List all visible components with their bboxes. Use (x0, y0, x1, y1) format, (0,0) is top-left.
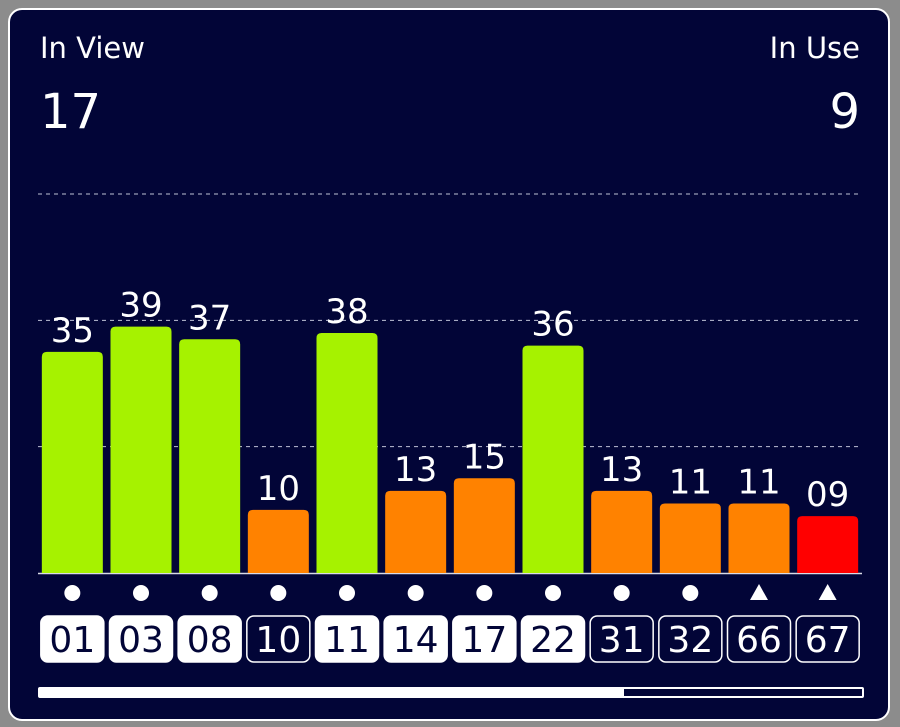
satellite-id-22: 22 (530, 620, 576, 661)
satellite-id-66: 66 (736, 620, 782, 661)
signal-bar-03 (110, 326, 172, 573)
circle-marker-icon (133, 585, 149, 601)
satellite-id-32: 32 (667, 620, 713, 661)
circle-marker-icon (682, 585, 699, 601)
circle-marker-icon (545, 585, 561, 601)
signal-value-08: 37 (188, 298, 231, 338)
satellite-badge-67 (795, 615, 860, 663)
in-view-label: In View (40, 31, 145, 65)
signal-bar-11 (316, 332, 378, 573)
signal-bar-17 (453, 478, 515, 573)
satellite-badge-32 (658, 615, 723, 663)
scrollbar-track[interactable] (38, 687, 864, 698)
circle-marker-icon (270, 585, 287, 601)
signal-value-31: 13 (600, 450, 643, 490)
triangle-marker-icon (750, 584, 768, 600)
signal-bar-14 (385, 490, 447, 573)
satellite-badge-22 (520, 615, 586, 663)
signal-value-11: 38 (325, 292, 368, 332)
satellite-id-03: 03 (118, 620, 164, 661)
satellite-id-67: 67 (805, 620, 851, 661)
signal-bar-chart: 35 01 39 03 37 08 10 10 38 11 13 14 15 17 36 22 13 31 11 32… (38, 193, 862, 663)
signal-bar-67 (797, 516, 859, 573)
signal-value-17: 15 (463, 437, 506, 477)
in-view-count: 17 (40, 84, 102, 140)
scrollbar-thumb[interactable] (40, 689, 624, 696)
signal-bar-01 (41, 351, 103, 573)
signal-value-10: 10 (257, 469, 300, 509)
signal-bar-08 (179, 339, 241, 573)
circle-marker-icon (64, 585, 81, 601)
satellite-badge-08 (177, 615, 242, 663)
signal-bar-32 (659, 503, 721, 573)
signal-bar-22 (522, 345, 584, 573)
circle-marker-icon (613, 585, 630, 601)
satellite-id-10: 10 (255, 620, 301, 661)
satellite-badge-01 (40, 615, 105, 663)
signal-bar-10 (247, 509, 309, 573)
satellite-id-11: 11 (324, 620, 370, 661)
in-use-label: In Use (769, 31, 860, 65)
satellite-badge-03 (108, 615, 174, 663)
satellite-badge-31 (589, 615, 654, 663)
signal-value-01: 35 (51, 311, 94, 351)
circle-marker-icon (407, 585, 424, 601)
circle-marker-icon (339, 585, 355, 601)
signal-value-14: 13 (394, 450, 437, 490)
satellite-badge-66 (726, 615, 792, 663)
signal-value-22: 36 (531, 305, 574, 345)
satellite-badge-14 (383, 615, 448, 663)
signal-value-03: 39 (119, 286, 162, 326)
satellite-badge-10 (246, 615, 311, 663)
signal-bar-66 (728, 503, 790, 573)
satellite-signal-panel: In View 17 In Use 9 35 01 39 03 37 08 10 10 38 11… (8, 8, 890, 721)
signal-value-32: 11 (669, 463, 712, 503)
triangle-marker-icon (818, 584, 837, 600)
satellite-id-01: 01 (49, 620, 95, 661)
satellite-id-31: 31 (599, 620, 645, 661)
satellite-id-17: 17 (461, 620, 507, 661)
satellite-badge-17 (452, 615, 517, 663)
signal-value-67: 09 (806, 475, 849, 515)
signal-bar-31 (591, 490, 653, 573)
circle-marker-icon (476, 585, 493, 601)
satellite-badge-11 (314, 615, 380, 663)
in-use-count: 9 (829, 84, 860, 140)
signal-value-66: 11 (737, 463, 780, 503)
satellite-id-14: 14 (393, 620, 439, 661)
circle-marker-icon (201, 585, 218, 601)
satellite-id-08: 08 (187, 620, 233, 661)
